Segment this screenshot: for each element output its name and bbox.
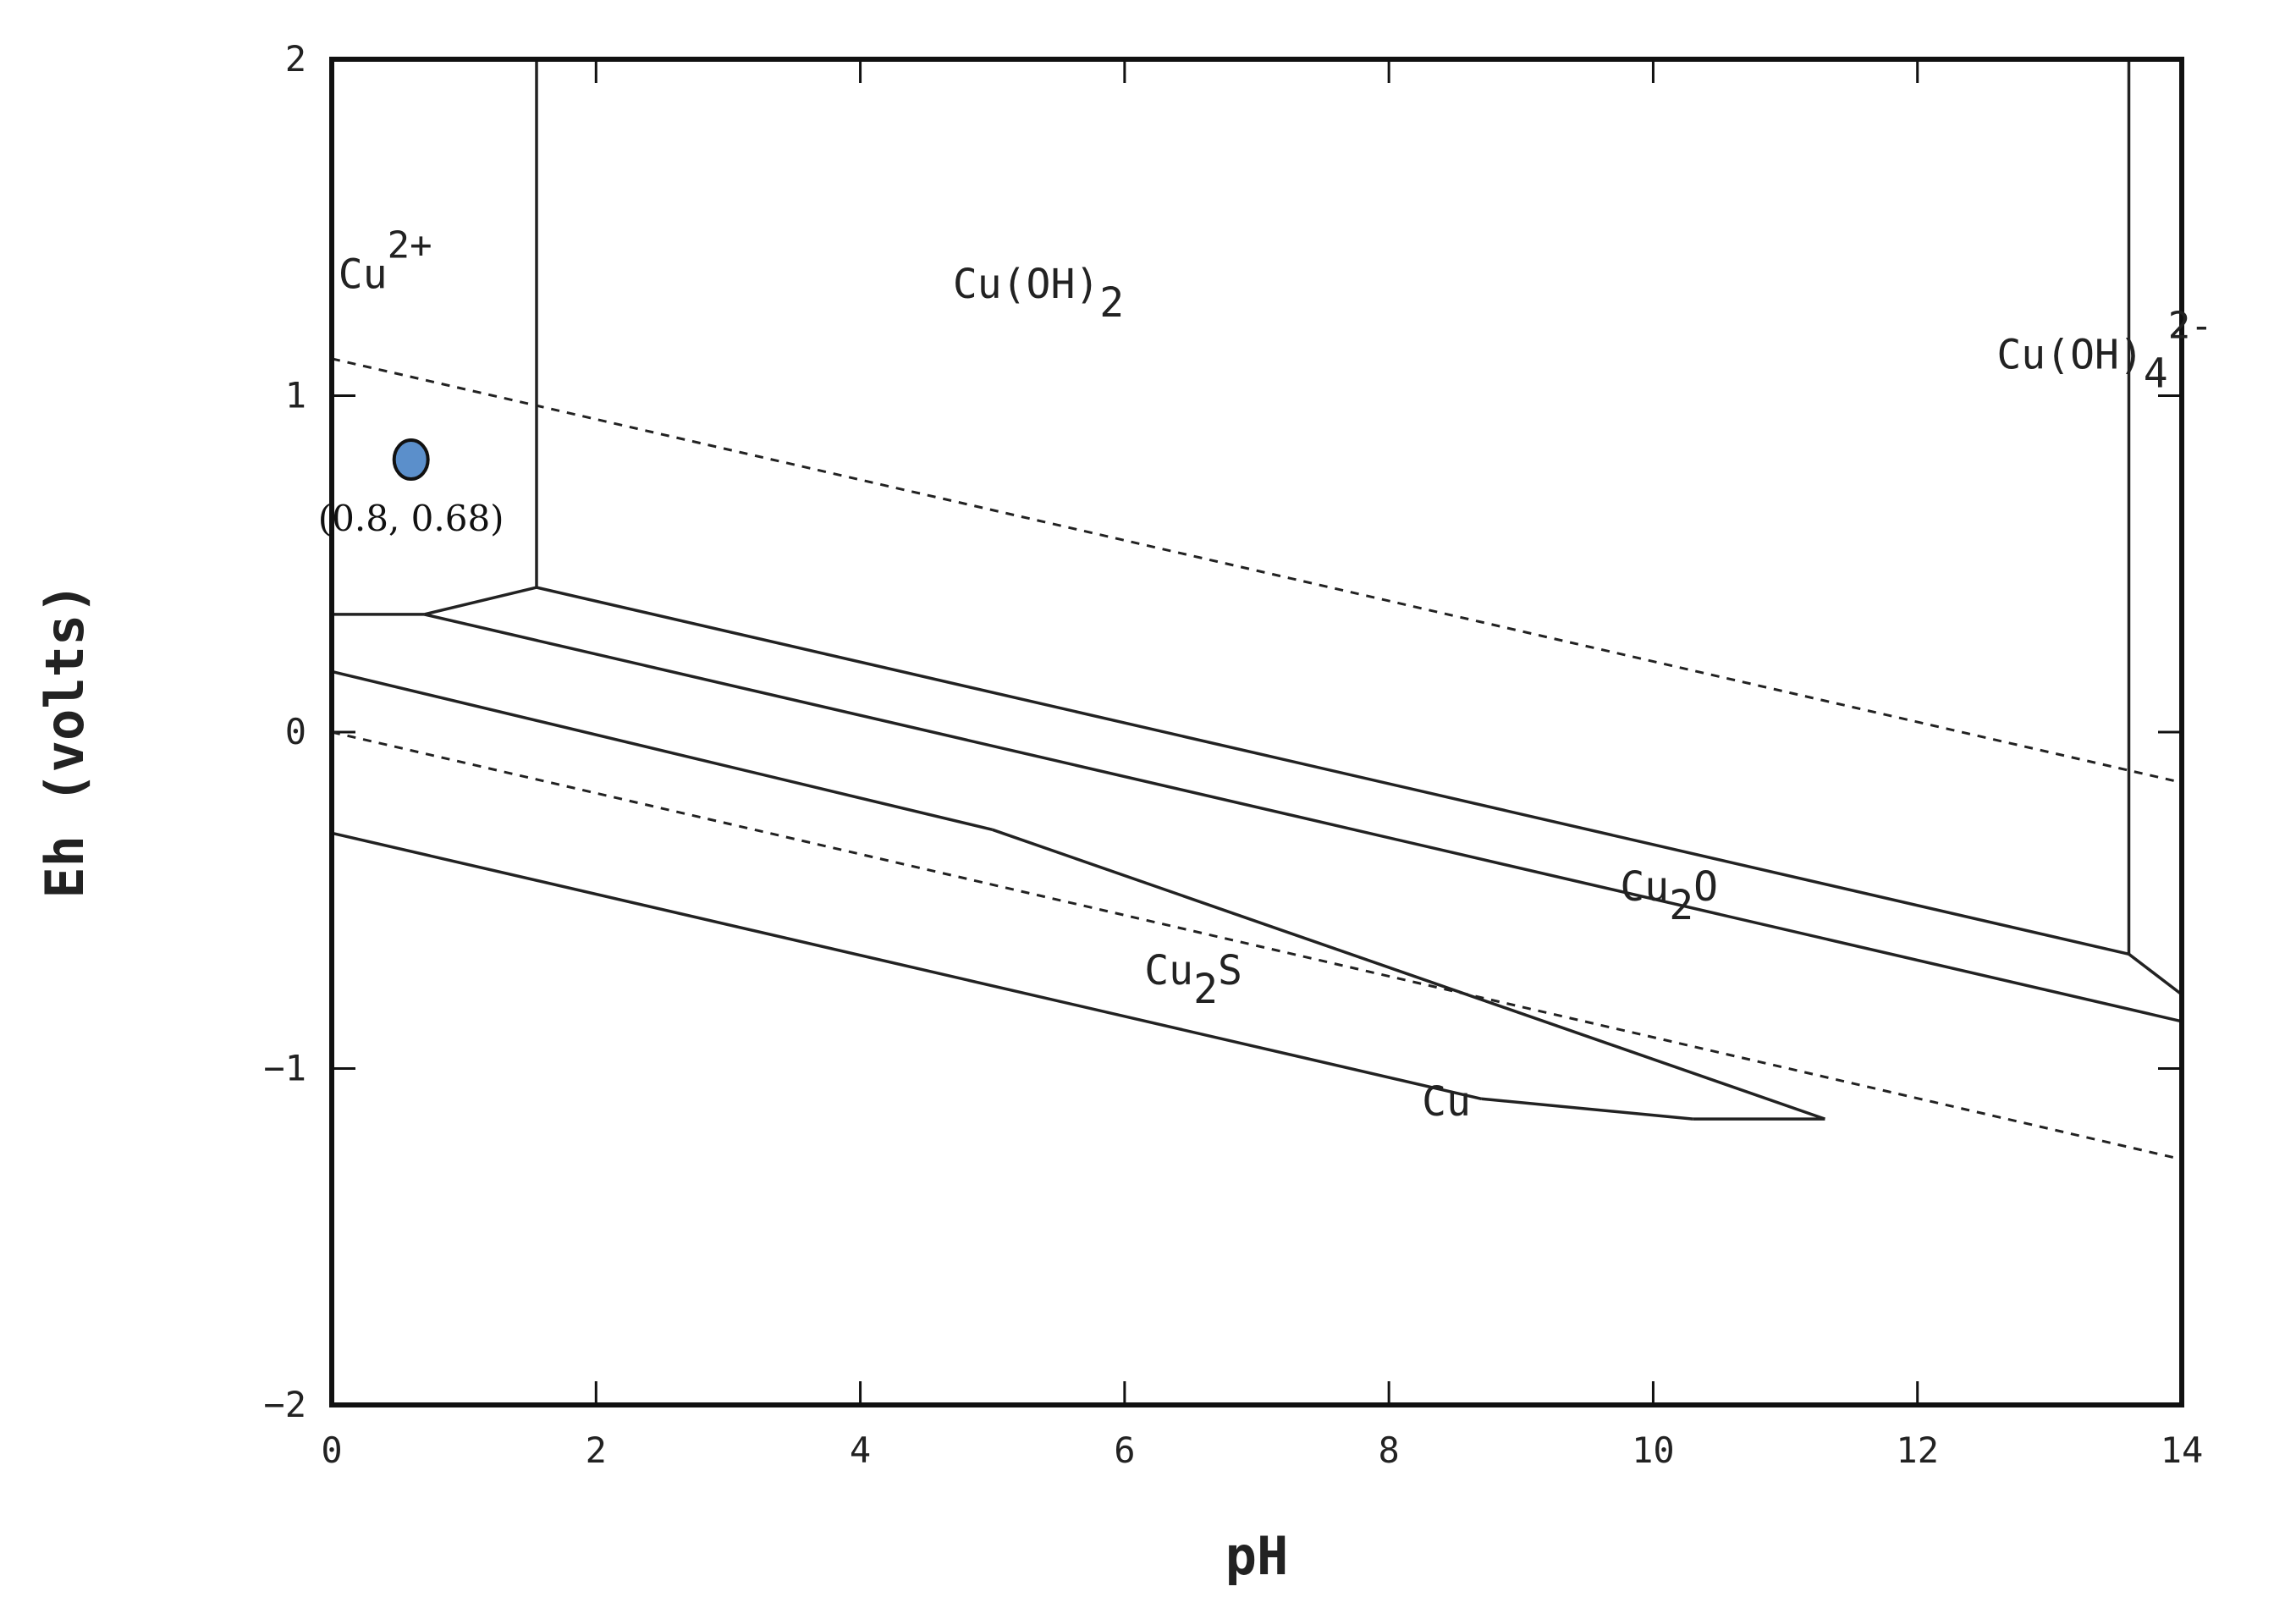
- phase-boundary-line: [331, 669, 994, 832]
- y-tick-label: 0: [285, 711, 306, 752]
- phase-boundary-line: [331, 831, 1482, 1101]
- x-tick-label: 4: [850, 1429, 871, 1471]
- x-tick-label: 6: [1114, 1429, 1135, 1471]
- x-tick-label: 14: [2161, 1429, 2204, 1471]
- y-tick-labels: −2 −1 0 1 2: [263, 38, 306, 1425]
- region-label: Cu(OH)42-: [1996, 305, 2212, 398]
- x-tick-labels: 0 2 4 6 8 10 12 14: [321, 1429, 2203, 1471]
- region-label: Cu2+: [339, 223, 432, 298]
- y-tick-label: 2: [285, 38, 306, 80]
- tick-marks: [330, 58, 2183, 1407]
- x-tick-label: 0: [321, 1429, 342, 1471]
- y-tick-label: −1: [263, 1048, 306, 1089]
- y-tick-label: −2: [263, 1384, 306, 1425]
- region-label: Cu2S: [1144, 947, 1242, 1013]
- x-tick-label: 8: [1378, 1429, 1399, 1471]
- data-point-label: (0.8, 0.68): [318, 498, 504, 539]
- x-axis-label: pH: [1225, 1525, 1289, 1587]
- phase-boundary-line: [423, 586, 537, 616]
- plot-frame: [329, 57, 2184, 1407]
- water-stability-line: [331, 357, 2183, 785]
- water-stability-line: [331, 730, 2183, 1161]
- water-stability-lines: [331, 357, 2183, 1161]
- x-tick-label: 12: [1896, 1429, 1939, 1471]
- y-axis-label: Eh (volts): [34, 582, 96, 898]
- phase-boundary-line: [992, 828, 1825, 1121]
- phase-boundary-line: [1481, 1097, 1693, 1121]
- region-label: Cu2O: [1620, 863, 1718, 929]
- region-label: Cu(OH)2: [953, 261, 1124, 327]
- phase-boundary-line: [423, 613, 2183, 1023]
- region-labels: Cu2+ Cu(OH)2 Cu(OH)42- Cu2O Cu2S Cu: [339, 223, 2213, 1126]
- x-tick-label: 10: [1632, 1429, 1675, 1471]
- phase-boundary-line: [536, 586, 2129, 956]
- y-tick-label: 1: [285, 375, 306, 416]
- data-points: (0.8, 0.68): [318, 438, 504, 539]
- region-label: Cu: [1422, 1078, 1471, 1126]
- data-point-marker: [392, 438, 430, 482]
- phase-boundaries: [331, 59, 2183, 1121]
- x-tick-label: 2: [586, 1429, 607, 1471]
- phase-boundary-line: [2128, 952, 2183, 996]
